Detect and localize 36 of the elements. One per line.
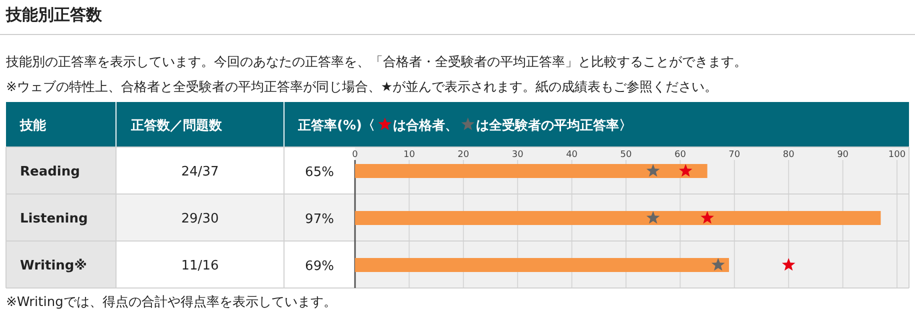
data-label: 97% — [305, 212, 334, 227]
text: 正答数／問題数 — [130, 118, 223, 134]
x2-tick-label: 60 — [674, 150, 686, 160]
text: ※Writingでは、得点の合計や得点率を表示しています。 — [6, 294, 336, 310]
x2-tick-label: 90 — [837, 150, 849, 160]
x2-tick-label: 100 — [888, 150, 906, 160]
text: 29/30 — [181, 212, 219, 226]
chart-subtitle: 技能別の正答率を表示しています。今回のあなたの正答率を、「合格者・全受験者の平均正答率」と比較することができます。 — [5, 54, 747, 70]
x2-tick-label: 40 — [566, 150, 578, 160]
legend-は全受験者の平均正答率〉: は全受験者の平均正答率〉 — [461, 118, 632, 134]
x2-tick-label: 70 — [728, 150, 740, 160]
point — [646, 164, 660, 177]
point — [782, 258, 796, 271]
text: 11/16 — [181, 258, 219, 274]
point — [678, 164, 692, 177]
x2-tick-label: 30 — [512, 150, 524, 160]
x2-tick-label: 20 — [458, 150, 470, 160]
y-tick-label: Reading — [20, 164, 80, 180]
x2-tick-label: 0 — [352, 150, 358, 160]
x2-tick-label: 80 — [782, 150, 795, 160]
legend-label: は合格者、 — [392, 118, 458, 134]
text: ※ウェブの特性上、合格者と全受験者の平均正答率が同じ場合、★が並んで表示されます。紙の成績表もご参照ください。 — [6, 79, 718, 95]
legend-は合格者、: は合格者、 — [378, 118, 458, 134]
point — [700, 211, 714, 224]
y-tick-label: Writing※ — [20, 258, 87, 274]
y-tick-label: Listening — [20, 212, 88, 226]
y-axis-title: 技能 — [19, 118, 47, 134]
x2-tick-label: 50 — [620, 150, 632, 160]
text: 24/37 — [181, 164, 219, 180]
point — [711, 258, 725, 271]
x2-tick-label: 10 — [403, 150, 416, 160]
data-label: 69% — [305, 259, 334, 274]
point — [646, 211, 660, 224]
x-axis-title: 正答率(%)〈 — [297, 118, 375, 134]
text: 技能別正答数 — [5, 5, 103, 24]
data-label: 65% — [305, 165, 334, 180]
